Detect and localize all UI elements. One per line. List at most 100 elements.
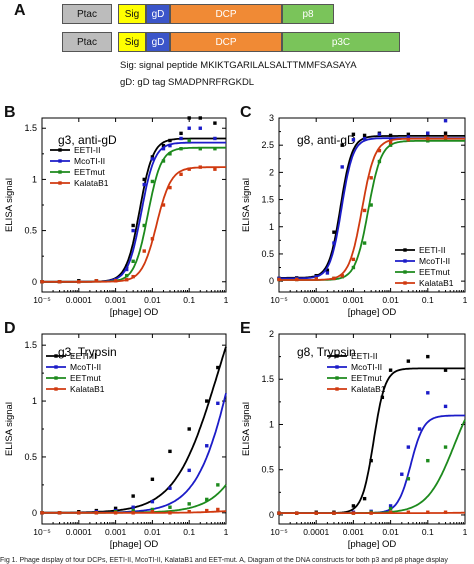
- data-point-kalatab1: [113, 511, 118, 515]
- data-point-mcoti-ii: [443, 404, 448, 409]
- data-point-kalatab1: [213, 167, 217, 171]
- data-point-mcoti-ii: [124, 267, 129, 272]
- data-point-eeti-ii: [205, 399, 209, 403]
- legend-label: EETmut: [351, 373, 382, 383]
- data-point-eetmut: [406, 477, 411, 481]
- x-tick-label: 10⁻⁵: [270, 295, 287, 305]
- data-point-mcoti-ii: [388, 504, 393, 508]
- legend-label: EETI-II: [419, 245, 445, 255]
- data-point-kalatab1: [351, 511, 356, 515]
- y-tick-label: 0: [32, 277, 37, 287]
- y-tick-label: 1.5: [261, 374, 274, 384]
- legend-label: EETmut: [419, 267, 450, 277]
- data-point-eeti-ii: [161, 143, 166, 148]
- ptac-promoter: Ptac: [62, 32, 112, 52]
- data-point-kalatab1: [187, 510, 191, 514]
- y-axis-label: ELISA signal: [241, 402, 252, 456]
- data-point-mcoti-ii: [168, 143, 172, 148]
- data-point-kalatab1: [388, 510, 393, 514]
- legend-marker: [58, 159, 62, 163]
- data-point-kalatab1: [377, 148, 382, 153]
- legend-label: KalataB1: [419, 278, 454, 288]
- data-point-kalatab1: [295, 277, 299, 282]
- panel-a-letter: A: [14, 2, 26, 19]
- data-point-kalatab1: [150, 510, 155, 514]
- data-point-mcoti-ii: [198, 126, 202, 130]
- figure-caption: Fig 1. Phage display of four DCPs, EETI-…: [0, 557, 448, 564]
- data-point-eetmut: [168, 152, 172, 156]
- data-point-kalatab1: [198, 165, 202, 169]
- data-point-eetmut: [150, 507, 155, 512]
- x-tick-label: 0.001: [105, 295, 127, 305]
- plot-frame: [278, 117, 466, 293]
- data-point-kalatab1: [340, 273, 344, 278]
- data-point-eetmut: [168, 505, 172, 509]
- data-point-kalatab1: [406, 138, 411, 142]
- data-point-mcoti-ii: [332, 241, 336, 245]
- data-point-kalatab1: [40, 280, 44, 284]
- legend-label: EETI-II: [70, 351, 96, 361]
- legend-label: McoTI-II: [351, 362, 382, 372]
- data-point-eeti-ii: [325, 268, 330, 272]
- legend-marker: [403, 259, 407, 263]
- data-point-mcoti-ii: [400, 472, 404, 476]
- x-tick-label: 1: [463, 295, 468, 305]
- data-point-eeti-ii: [369, 458, 373, 463]
- legend-label: EETmut: [74, 167, 105, 177]
- data-point-mcoti-ii: [131, 505, 135, 509]
- panel-d-letter: D: [4, 320, 16, 337]
- data-point-eetmut: [205, 497, 209, 502]
- data-point-kalatab1: [369, 176, 373, 180]
- y-tick-label: 0: [269, 276, 274, 286]
- legend-marker: [335, 354, 339, 358]
- data-point-mcoti-ii: [362, 136, 367, 141]
- data-point-mcoti-ii: [187, 126, 191, 130]
- x-tick-label: 0.01: [144, 295, 161, 305]
- y-tick-label: 1: [32, 396, 37, 406]
- legend-marker: [58, 181, 62, 185]
- data-point-mcoti-ii: [417, 427, 422, 431]
- data-point-eetmut: [142, 223, 146, 228]
- data-point-mcoti-ii: [150, 157, 155, 161]
- y-tick-label: 1.5: [24, 340, 37, 350]
- y-tick-label: 0.5: [24, 226, 37, 236]
- x-tick-label: 1: [463, 527, 468, 537]
- legend-marker: [54, 365, 58, 369]
- data-point-mcoti-ii: [150, 499, 155, 504]
- data-point-eetmut: [179, 147, 183, 151]
- data-point-eeti-ii: [351, 504, 356, 508]
- data-point-mcoti-ii: [377, 132, 382, 137]
- y-tick-label: 1.5: [24, 123, 37, 133]
- p8-domain: p8: [282, 4, 334, 24]
- data-point-kalatab1: [205, 508, 209, 513]
- data-point-kalatab1: [216, 507, 220, 512]
- data-point-eeti-ii: [426, 354, 430, 359]
- data-point-eetmut: [426, 139, 430, 143]
- chart-panel-b: 0 0.5 1 1.5 10⁻⁵ 0.0001 0.001 0.01 0.1 1 [phage] O…: [4, 116, 229, 318]
- data-point-eeti-ii: [131, 494, 135, 498]
- data-point-mcoti-ii: [205, 444, 209, 448]
- y-tick-label: 0.5: [261, 249, 274, 259]
- panel-b-letter: B: [4, 104, 16, 121]
- y-tick-label: 0: [32, 508, 37, 518]
- x-tick-label: 0.01: [144, 527, 161, 537]
- legend-marker: [335, 365, 339, 369]
- x-axis-label: [phage] OD: [110, 539, 159, 550]
- data-point-eeti-ii: [131, 223, 135, 228]
- data-point-eetmut: [443, 445, 448, 449]
- data-point-kalatab1: [161, 203, 166, 207]
- data-point-mcoti-ii: [314, 275, 318, 279]
- x-tick-label: 0.1: [422, 527, 434, 537]
- data-point-kalatab1: [142, 249, 146, 253]
- y-axis-label: ELISA signal: [4, 178, 15, 232]
- data-point-eeti-ii: [179, 131, 183, 136]
- data-point-kalatab1: [150, 237, 155, 241]
- chart-title: g3, anti-gD: [58, 133, 117, 147]
- chart-panel-d: 0 0.5 1 1.5 10⁻⁵ 0.0001 0.001 0.01 0.1 1 [phage] O…: [4, 333, 229, 550]
- data-point-kalatab1: [351, 257, 356, 262]
- data-point-eetmut: [388, 506, 393, 511]
- data-point-mcoti-ii: [406, 445, 411, 449]
- data-point-eetmut: [187, 138, 191, 143]
- data-point-mcoti-ii: [351, 138, 356, 142]
